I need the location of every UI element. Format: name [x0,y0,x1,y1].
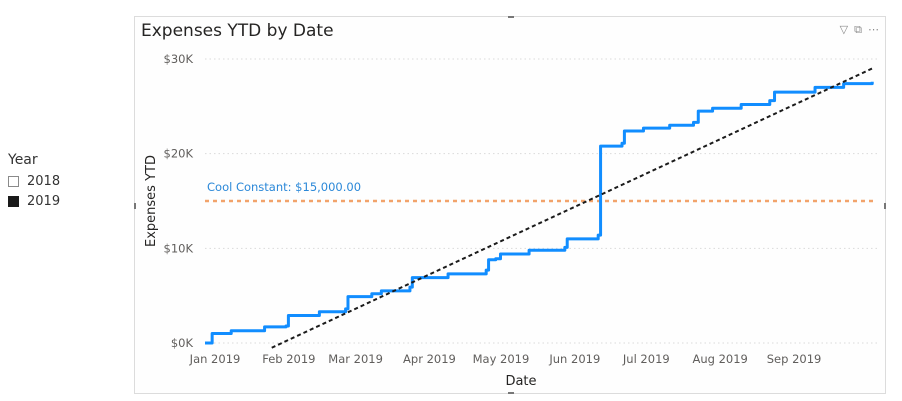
x-tick-label: Mar 2019 [328,352,383,366]
x-tick-label: Jan 2019 [189,352,241,366]
x-axis: Jan 2019 Feb 2019 Mar 2019 Apr 2019 May 2019… [189,352,822,366]
slicer-item-label: 2019 [27,194,60,209]
x-tick-label: May 2019 [473,352,530,366]
slicer-title: Year [8,152,118,168]
year-slicer: Year 2018 2019 [8,152,118,214]
checkbox-2018[interactable] [8,176,19,187]
slicer-item-label: 2018 [27,174,60,189]
x-tick-label: Sep 2019 [767,352,822,366]
y-tick-label: $30K [164,52,194,66]
trend-line-group [272,68,873,347]
y-tick-label: $0K [171,336,194,350]
chart-canvas: $0K $10K $20K $30K Jan 2019 Feb 2019 Mar 2019… [135,17,885,393]
x-tick-label: Jun 2019 [548,352,600,366]
slicer-item-2019[interactable]: 2019 [8,194,118,209]
line-chart-visual[interactable]: Expenses YTD by Date ▽ ⧉ ⋯ $0K $10K $20K $3… [134,16,886,394]
series-group[interactable] [205,82,872,343]
x-tick-label: Apr 2019 [403,352,456,366]
slicer-item-2018[interactable]: 2018 [8,174,118,189]
series-line [205,82,872,343]
x-tick-label: Feb 2019 [262,352,315,366]
y-tick-label: $20K [164,147,194,161]
trend-line [272,68,873,347]
constant-line-group: Cool Constant: $15,000.00 [205,180,877,201]
y-axis: $0K $10K $20K $30K [164,52,194,350]
x-tick-label: Jul 2019 [622,352,670,366]
x-axis-title: Date [505,374,536,389]
y-axis-title: Expenses YTD [144,155,159,247]
checkbox-2019[interactable] [8,196,19,207]
y-tick-label: $10K [164,241,194,255]
constant-line-label: Cool Constant: $15,000.00 [207,180,361,194]
x-tick-label: Aug 2019 [692,352,747,366]
